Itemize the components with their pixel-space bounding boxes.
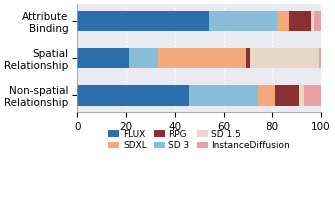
Bar: [250, 48, 319, 68]
Bar: [277, 11, 289, 31]
Bar: [314, 11, 321, 31]
Bar: [158, 48, 246, 68]
Bar: [77, 48, 129, 68]
Bar: [304, 85, 321, 106]
Bar: [77, 11, 209, 31]
Bar: [190, 85, 258, 106]
Bar: [129, 48, 158, 68]
Bar: [209, 11, 277, 31]
Bar: [77, 85, 190, 106]
Bar: [289, 11, 311, 31]
Bar: [319, 48, 321, 68]
Bar: [275, 85, 299, 106]
Bar: [311, 11, 314, 31]
Bar: [246, 48, 250, 68]
Legend: FLUX, SDXL, RPG, SD 3, SD 1.5, InstanceDiffusion: FLUX, SDXL, RPG, SD 3, SD 1.5, InstanceD…: [109, 130, 290, 150]
Bar: [258, 85, 275, 106]
Bar: [299, 85, 304, 106]
